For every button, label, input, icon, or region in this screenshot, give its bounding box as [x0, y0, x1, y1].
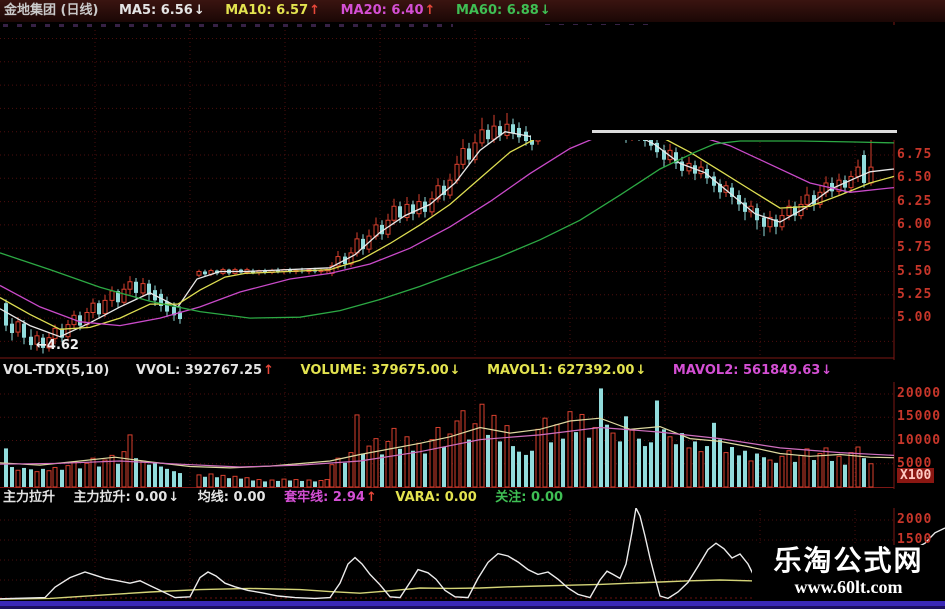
down-arrow-icon: ↓	[635, 363, 647, 378]
axis-label: 5000	[897, 455, 933, 471]
volume-unit-label: X100	[897, 468, 935, 483]
ma60-readout: MA60: 6.88↓	[455, 3, 551, 18]
down-arrow-icon: ↓	[539, 3, 551, 18]
ticker-decoration	[3, 24, 453, 27]
indicator-name: 主力拉升	[3, 490, 56, 505]
axis-label: 2000	[897, 512, 933, 527]
axis-label: 20000	[897, 386, 942, 401]
watermark-site-name: 乐淘公式网	[773, 544, 924, 577]
down-arrow-icon: ↓	[168, 490, 180, 505]
ma20-readout: MA20: 6.40↑	[340, 3, 436, 18]
zhuli-lasheng-readout: 主力拉升: 0.00↓	[73, 490, 180, 505]
axis-label: 6.25	[897, 193, 933, 209]
down-arrow-icon: ↓	[821, 363, 833, 378]
axis-label: 10000	[897, 432, 942, 448]
watermark: 乐淘公式网 www.60lt.com	[752, 545, 945, 601]
axis-label: 5.75	[897, 240, 933, 256]
volume-readout: VOLUME: 379675.00↓	[300, 363, 461, 378]
axis-label: 5.25	[897, 286, 933, 302]
axis-label: 5.50	[897, 263, 933, 279]
taolaoxian-readout: 套牢线: 2.94↑	[284, 490, 377, 505]
axis-label: 15000	[897, 409, 942, 425]
watermark-url: www.60lt.com	[794, 577, 903, 597]
down-arrow-icon: ↓	[193, 3, 205, 18]
title-bar: 金地集团 (日线) MA5: 6.56↓ MA10: 6.57↑ MA20: 6…	[0, 0, 945, 22]
vvol-readout: VVOL: 392767.25↑	[135, 363, 275, 378]
axis-label: 6.75	[897, 147, 933, 162]
volume-header: VOL-TDX(5,10) VVOL: 392767.25↑ VOLUME: 3…	[0, 360, 945, 382]
low-price-marker: ←4.62	[36, 338, 79, 353]
blackout-overlay	[531, 25, 945, 140]
vara-readout: VARA: 0.00	[395, 490, 477, 505]
main-force-indicator-chart[interactable]	[0, 508, 945, 609]
up-arrow-icon: ↑	[365, 490, 377, 505]
up-arrow-icon: ↑	[309, 3, 321, 18]
resistance-line	[592, 130, 897, 133]
up-arrow-icon: ↑	[263, 363, 275, 378]
volume-indicator-name: VOL-TDX(5,10)	[3, 363, 110, 378]
junxian-readout: 均线: 0.00	[197, 490, 266, 505]
indicator-header: 主力拉升 主力拉升: 0.00↓ 均线: 0.00 套牢线: 2.94↑ VAR…	[0, 488, 945, 508]
guanzhu-readout: 关注: 0.00	[495, 490, 564, 505]
up-arrow-icon: ↑	[424, 3, 436, 18]
axis-label: 1500	[897, 532, 933, 547]
mavol2-readout: MAVOL2: 561849.63↓	[672, 363, 833, 378]
axis-label: 5.00	[897, 310, 933, 326]
mavol1-readout: MAVOL1: 627392.00↓	[487, 363, 647, 378]
down-arrow-icon: ↓	[449, 363, 461, 378]
ma10-readout: MA10: 6.57↑	[225, 3, 321, 18]
volume-bar-chart[interactable]	[0, 382, 945, 489]
axis-label: 6.50	[897, 170, 933, 186]
axis-label: 6.00	[897, 216, 933, 232]
stock-title: 金地集团 (日线)	[4, 3, 99, 18]
ma5-readout: MA5: 6.56↓	[118, 3, 205, 18]
